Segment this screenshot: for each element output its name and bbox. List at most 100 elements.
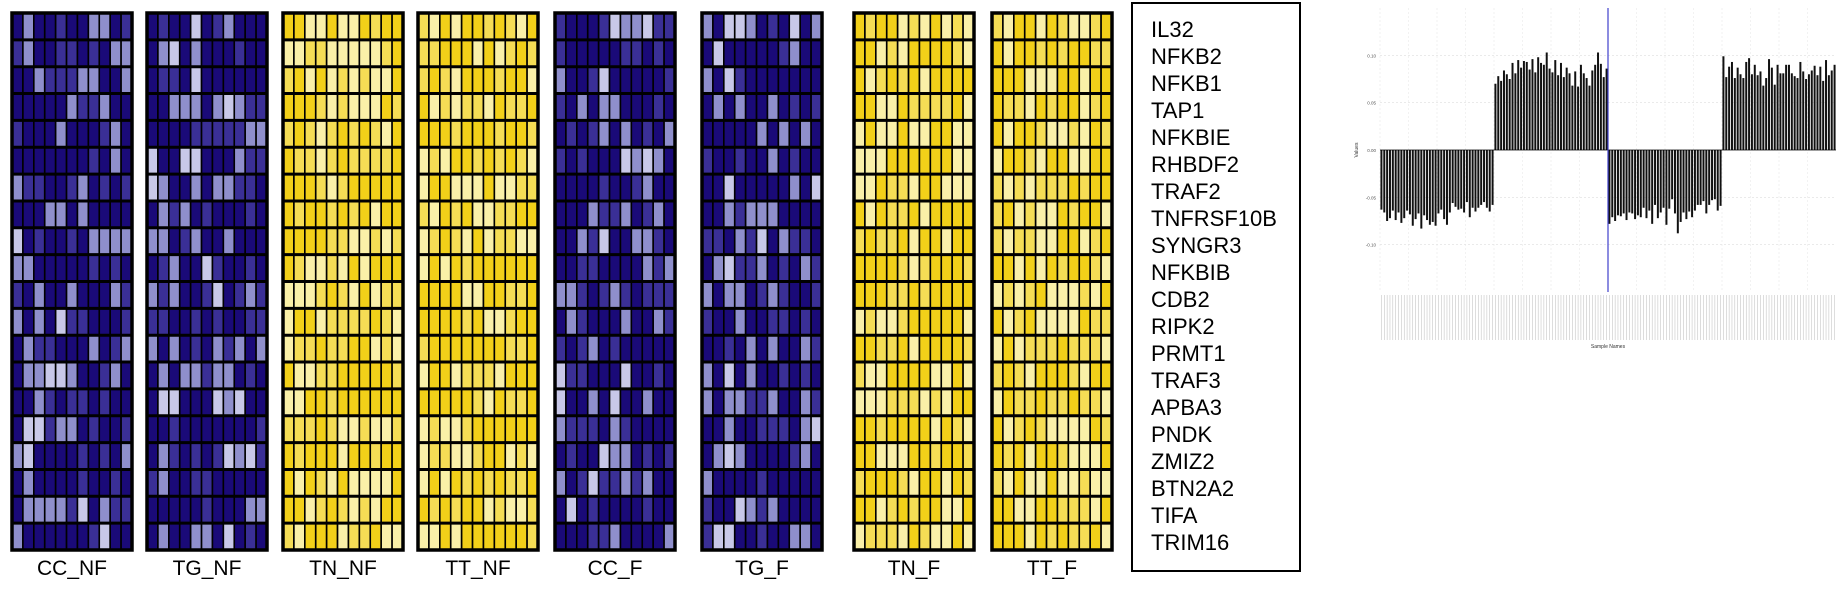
heatmap-cell (597, 227, 611, 256)
heatmap-cell (314, 173, 328, 202)
heatmap-cell (211, 253, 225, 283)
heatmap-cell (98, 92, 111, 122)
heatmap-cell (788, 495, 801, 524)
heatmap-cell (788, 119, 801, 149)
heatmap-cell (325, 253, 339, 283)
heatmap-cell (1045, 414, 1059, 444)
heatmap-cell (200, 65, 214, 95)
heatmap-cell (222, 227, 236, 256)
heatmap-cell (22, 495, 35, 524)
heatmap-cell (619, 39, 633, 68)
heatmap-cell (233, 12, 246, 41)
heatmap-cell (1002, 334, 1015, 363)
heatmap-cell (744, 441, 758, 471)
heatmap-cell (565, 522, 578, 551)
heatmap-cell (885, 441, 899, 471)
bar (1827, 75, 1830, 150)
heatmap-cell (929, 468, 943, 498)
heatmap-cell (608, 12, 622, 41)
heatmap-cell (98, 146, 111, 175)
x-axis-label: Sample Names (1591, 344, 1626, 350)
heatmap-cell (293, 495, 306, 524)
heatmap-cell (1089, 522, 1102, 551)
heatmap-cell (1045, 173, 1059, 202)
heatmap-cell (222, 334, 236, 363)
heatmap-cell (211, 119, 225, 149)
bar (1463, 150, 1466, 213)
heatmap-cell (293, 39, 306, 68)
gene-label: PRMT1 (1151, 341, 1226, 366)
heatmap-cell (1023, 414, 1037, 444)
heatmap-cell (630, 119, 644, 149)
heatmap-cell (641, 65, 654, 95)
heatmap-cell (428, 495, 441, 524)
heatmap-cell (314, 441, 328, 471)
heatmap-cell (875, 227, 888, 256)
heatmap-cell (439, 92, 452, 122)
heatmap-cell (799, 361, 812, 390)
heatmap-cell (65, 495, 79, 524)
heatmap-cell (76, 65, 90, 95)
heatmap-cell (22, 414, 35, 444)
heatmap-cell (597, 522, 611, 551)
heatmap-cell (515, 12, 528, 41)
heatmap-cell (380, 468, 393, 498)
heatmap-cell (65, 146, 79, 175)
heatmap-cell (799, 39, 812, 68)
heatmap-cell (744, 361, 758, 390)
heatmap-cell (630, 200, 644, 229)
heatmap-cell (189, 280, 203, 310)
heatmap-cell (168, 65, 181, 95)
bar (1802, 71, 1805, 150)
heatmap-cell (723, 307, 736, 337)
bar (1722, 56, 1725, 150)
heatmap-cell (325, 522, 339, 551)
heatmap-cell (314, 12, 328, 41)
heatmap-cell (293, 280, 306, 310)
heatmap-cell (712, 92, 725, 122)
heatmap-cell (597, 12, 611, 41)
heatmap-cell (1034, 388, 1048, 417)
heatmap-cell (576, 307, 589, 337)
heatmap-cell (168, 388, 181, 417)
heatmap-cell (314, 388, 328, 417)
heatmap-cell (918, 65, 932, 95)
heatmap-cell (1067, 39, 1081, 68)
heatmap-cell (608, 253, 622, 283)
heatmap-cell (755, 334, 769, 363)
heatmap-cell (157, 200, 170, 229)
heatmap-cell (482, 361, 496, 390)
heatmap-cell (788, 146, 801, 175)
heatmap-cell (885, 200, 899, 229)
bar (1468, 150, 1471, 218)
heatmap-cell (76, 280, 90, 310)
heatmap-cell (652, 65, 665, 95)
heatmap-cell (347, 441, 361, 471)
y-axis-label: Values (1354, 142, 1360, 157)
heatmap-cell (43, 414, 57, 444)
heatmap-cell (233, 65, 246, 95)
heatmap-cell (907, 65, 921, 95)
heatmap-cell (907, 522, 921, 551)
heatmap-cell (1067, 414, 1081, 444)
heatmap-cell (109, 468, 122, 498)
heatmap-cell (515, 280, 528, 310)
heatmap-cell (471, 334, 485, 363)
heatmap-cell (222, 280, 236, 310)
heatmap-cell (325, 468, 339, 498)
bar (1574, 71, 1577, 150)
heatmap-cell (358, 495, 372, 524)
heatmap-cell (777, 280, 791, 310)
bar (1537, 57, 1540, 151)
heatmap-cell (766, 361, 780, 390)
heatmap-cell (940, 388, 953, 417)
heatmap-cell (428, 441, 441, 471)
heatmap-cell (244, 227, 257, 256)
heatmap-cell (336, 146, 350, 175)
heatmap-cell (896, 388, 910, 417)
heatmap-cell (766, 227, 780, 256)
heatmap-cell (875, 307, 888, 337)
heatmap-cell (460, 307, 474, 337)
heatmap-cell (1013, 12, 1026, 41)
heatmap-cell (157, 253, 170, 283)
